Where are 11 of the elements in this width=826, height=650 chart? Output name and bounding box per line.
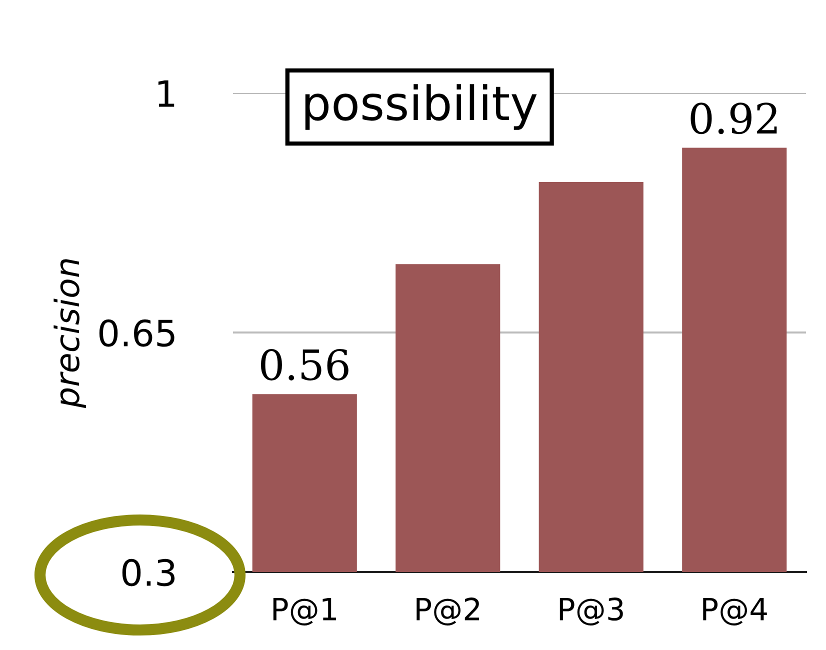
x-tick-label: P@1 [273,598,336,626]
x-tick-label: P@3 [560,598,623,626]
y-tick-label: 0.65 [99,319,174,347]
y-tick-label: 1 [158,80,174,107]
chart-title: possibility [305,84,537,130]
y-axis-title: precision [54,259,86,408]
x-tick-label: P@2 [416,598,480,626]
x-tick-label: P@4 [703,598,767,626]
data-label: 0.56 [260,348,348,380]
y-tick-label: 0.3 [122,558,175,586]
data-label: 0.92 [690,102,777,134]
